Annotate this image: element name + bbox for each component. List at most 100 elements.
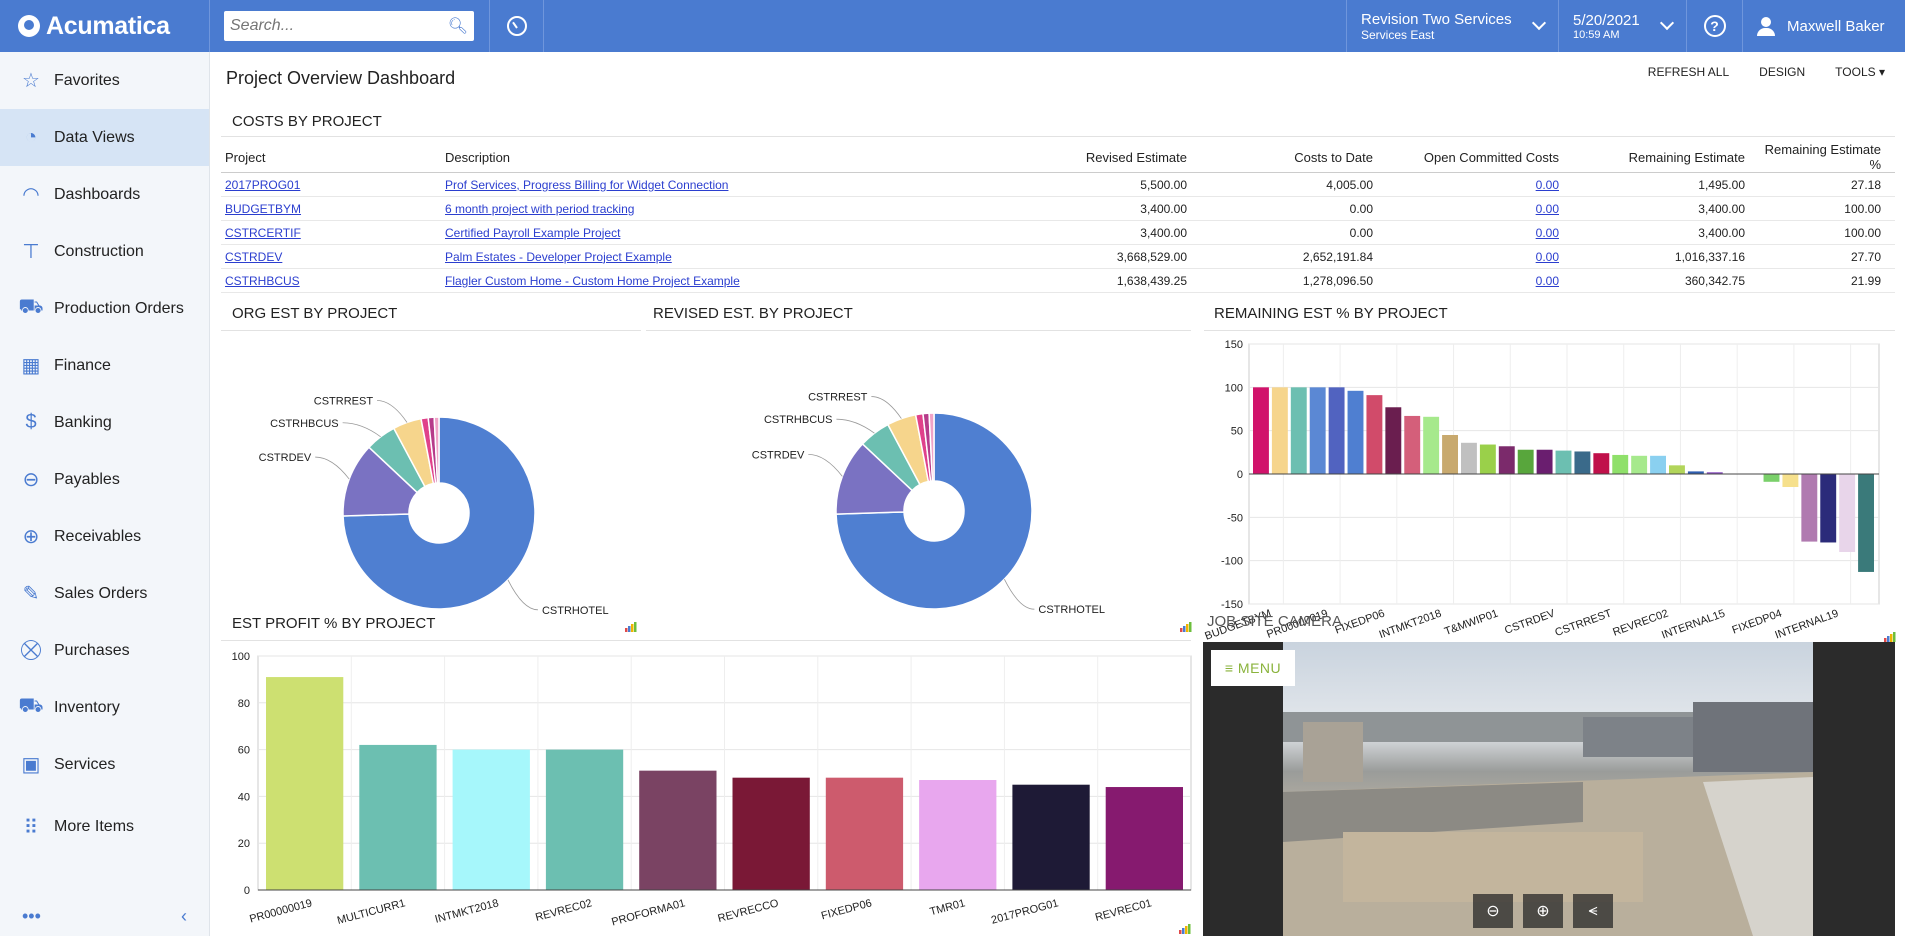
bar bbox=[1290, 387, 1307, 474]
sidebar-item-sales-orders[interactable]: ✎ Sales Orders bbox=[0, 565, 209, 622]
project-link[interactable]: CSTRCERTIF bbox=[225, 225, 301, 240]
business-date-selector[interactable]: 5/20/2021 10:59 AM bbox=[1558, 0, 1686, 52]
chevron-down-icon bbox=[1531, 15, 1547, 31]
share-icon[interactable]: ⪪ bbox=[1573, 894, 1613, 928]
description-link[interactable]: Certified Payroll Example Project bbox=[445, 225, 621, 240]
y-tick-label: -150 bbox=[1221, 599, 1243, 611]
cell-remaining: 3,400.00 bbox=[1573, 220, 1759, 245]
bar bbox=[1820, 474, 1837, 543]
tools-button[interactable]: TOOLS ▾ bbox=[1835, 65, 1885, 79]
description-link[interactable]: Prof Services, Progress Billing for Widg… bbox=[445, 177, 729, 192]
sidebar-item-services[interactable]: ▣ Services bbox=[0, 736, 209, 793]
pie-slice-cstrhotel bbox=[342, 416, 536, 610]
pie-label: CSTRHOTEL bbox=[542, 605, 609, 617]
sidebar-item-payables[interactable]: ⊖ Payables bbox=[0, 451, 209, 508]
cell-open: 0.00 bbox=[1387, 220, 1573, 245]
sidebar-item-purchases[interactable]: ⛒ Purchases bbox=[0, 622, 209, 679]
zoom-out-icon[interactable]: ⊖ bbox=[1473, 894, 1513, 928]
collapse-sidebar-icon[interactable]: ‹ bbox=[181, 905, 187, 926]
recent-history-button[interactable] bbox=[490, 0, 544, 52]
sidebar-item-label: Receivables bbox=[54, 527, 142, 545]
business-date: 5/20/2021 bbox=[1573, 11, 1640, 29]
x-tick-label: FIXEDP06 bbox=[820, 897, 873, 922]
table-row[interactable]: BUDGETBYM 6 month project with period tra… bbox=[221, 196, 1895, 221]
cell-revised: 5,500.00 bbox=[1001, 172, 1201, 197]
sidebar-item-dashboards[interactable]: ◠ Dashboards bbox=[0, 166, 209, 223]
divider bbox=[1204, 330, 1895, 331]
chart-settings-icon bbox=[1183, 626, 1186, 632]
pie-label-line bbox=[871, 396, 902, 419]
table-row[interactable]: CSTRDEV Palm Estates - Developer Project … bbox=[221, 244, 1895, 269]
column-header[interactable]: Remaining Estimate % bbox=[1759, 142, 1895, 173]
sidebar-item-inventory[interactable]: ⛟ Inventory bbox=[0, 679, 209, 736]
dollar-icon: $ bbox=[25, 411, 37, 433]
project-link[interactable]: CSTRDEV bbox=[225, 249, 283, 264]
search-icon[interactable]: 🔍︎ bbox=[447, 18, 468, 35]
sidebar-item-construction[interactable]: ⊤ Construction bbox=[0, 223, 209, 280]
column-header[interactable]: Description bbox=[441, 142, 1001, 173]
zoom-in-icon[interactable]: ⊕ bbox=[1523, 894, 1563, 928]
user-menu[interactable]: Maxwell Baker bbox=[1742, 0, 1905, 52]
refresh-all-button[interactable]: REFRESH ALL bbox=[1647, 65, 1730, 79]
design-button[interactable]: DESIGN bbox=[1759, 65, 1806, 79]
project-link[interactable]: CSTRHBCUS bbox=[225, 273, 300, 288]
sidebar-item-label: Payables bbox=[54, 470, 120, 488]
bar bbox=[1479, 444, 1496, 474]
open-committed-link[interactable]: 0.00 bbox=[1535, 201, 1559, 216]
chart-settings-icon bbox=[634, 622, 637, 632]
column-header[interactable]: Open Committed Costs bbox=[1387, 142, 1573, 173]
cell-description: Prof Services, Progress Billing for Widg… bbox=[441, 172, 1001, 197]
y-tick-label: 20 bbox=[238, 838, 250, 850]
cell-remaining: 360,342.75 bbox=[1573, 268, 1759, 293]
open-committed-link[interactable]: 0.00 bbox=[1535, 249, 1559, 264]
grid-icon: ⠿ bbox=[23, 816, 39, 839]
pie-label-line bbox=[808, 453, 843, 477]
pie-label: CSTRREST bbox=[808, 392, 868, 404]
table-row[interactable]: CSTRHBCUS Flagler Custom Home - Custom Ho… bbox=[221, 268, 1895, 293]
column-header[interactable]: Revised Estimate bbox=[1001, 142, 1201, 173]
sidebar-item-favorites[interactable]: ☆ Favorites bbox=[0, 52, 209, 109]
column-header[interactable]: Remaining Estimate bbox=[1573, 142, 1759, 173]
description-link[interactable]: Palm Estates - Developer Project Example bbox=[445, 249, 672, 264]
project-link[interactable]: 2017PROG01 bbox=[225, 177, 301, 192]
sidebar-item-banking[interactable]: $ Banking bbox=[0, 394, 209, 451]
project-link[interactable]: BUDGETBYM bbox=[225, 201, 302, 216]
branch-selector[interactable]: Revision Two Services Services East bbox=[1346, 0, 1558, 52]
column-header[interactable]: Project bbox=[221, 142, 441, 173]
sidebar-item-finance[interactable]: ▦ Finance bbox=[0, 337, 209, 394]
open-committed-link[interactable]: 0.00 bbox=[1535, 273, 1559, 288]
chart-settings-icon bbox=[1182, 928, 1185, 934]
sidebar-item-label: Banking bbox=[54, 413, 112, 431]
history-icon bbox=[506, 16, 527, 36]
calculator-icon: ▦ bbox=[21, 355, 41, 377]
camera-menu-button[interactable]: ≡ MENU bbox=[1211, 650, 1295, 686]
table-row[interactable]: CSTRCERTIF Certified Payroll Example Proj… bbox=[221, 220, 1895, 245]
chart-settings-icon bbox=[1893, 632, 1896, 642]
acumatica-logo[interactable]: Acumatica bbox=[0, 0, 210, 52]
sidebar-item-more-items[interactable]: ⠿ More Items bbox=[0, 793, 209, 861]
bar-tmr01 bbox=[919, 780, 997, 890]
search-area: 🔍︎ bbox=[210, 0, 490, 52]
star-icon: ☆ bbox=[22, 70, 40, 92]
more-options-icon[interactable]: ••• bbox=[22, 905, 41, 926]
sidebar-item-production-orders[interactable]: ⛟ Production Orders bbox=[0, 280, 209, 337]
pie-label-line bbox=[377, 400, 408, 423]
help-button[interactable]: ? bbox=[1686, 0, 1742, 52]
dashboard-toolbar: REFRESH ALL DESIGN TOOLS ▾ bbox=[1648, 65, 1885, 79]
sidebar-item-data-views[interactable]: ◔ Data Views bbox=[0, 109, 209, 166]
x-tick-label: CSTRREST bbox=[1553, 607, 1613, 639]
cell-project: BUDGETBYM bbox=[221, 196, 441, 221]
costs-table-body: 2017PROG01 Prof Services, Progress Billin… bbox=[221, 172, 1895, 293]
open-committed-link[interactable]: 0.00 bbox=[1535, 177, 1559, 192]
description-link[interactable]: Flagler Custom Home - Custom Home Projec… bbox=[445, 273, 740, 288]
sidebar-item-receivables[interactable]: ⊕ Receivables bbox=[0, 508, 209, 565]
column-header[interactable]: Costs to Date bbox=[1201, 142, 1387, 173]
pie-slice-cstrhotel bbox=[835, 412, 1033, 610]
sidebar-item-label: Purchases bbox=[54, 641, 130, 659]
cell-description: Flagler Custom Home - Custom Home Projec… bbox=[441, 268, 1001, 293]
description-link[interactable]: 6 month project with period tracking bbox=[445, 201, 635, 216]
search-input[interactable] bbox=[230, 17, 448, 35]
open-committed-link[interactable]: 0.00 bbox=[1535, 225, 1559, 240]
table-row[interactable]: 2017PROG01 Prof Services, Progress Billin… bbox=[221, 172, 1895, 197]
sidebar-item-label: More Items bbox=[54, 818, 135, 835]
